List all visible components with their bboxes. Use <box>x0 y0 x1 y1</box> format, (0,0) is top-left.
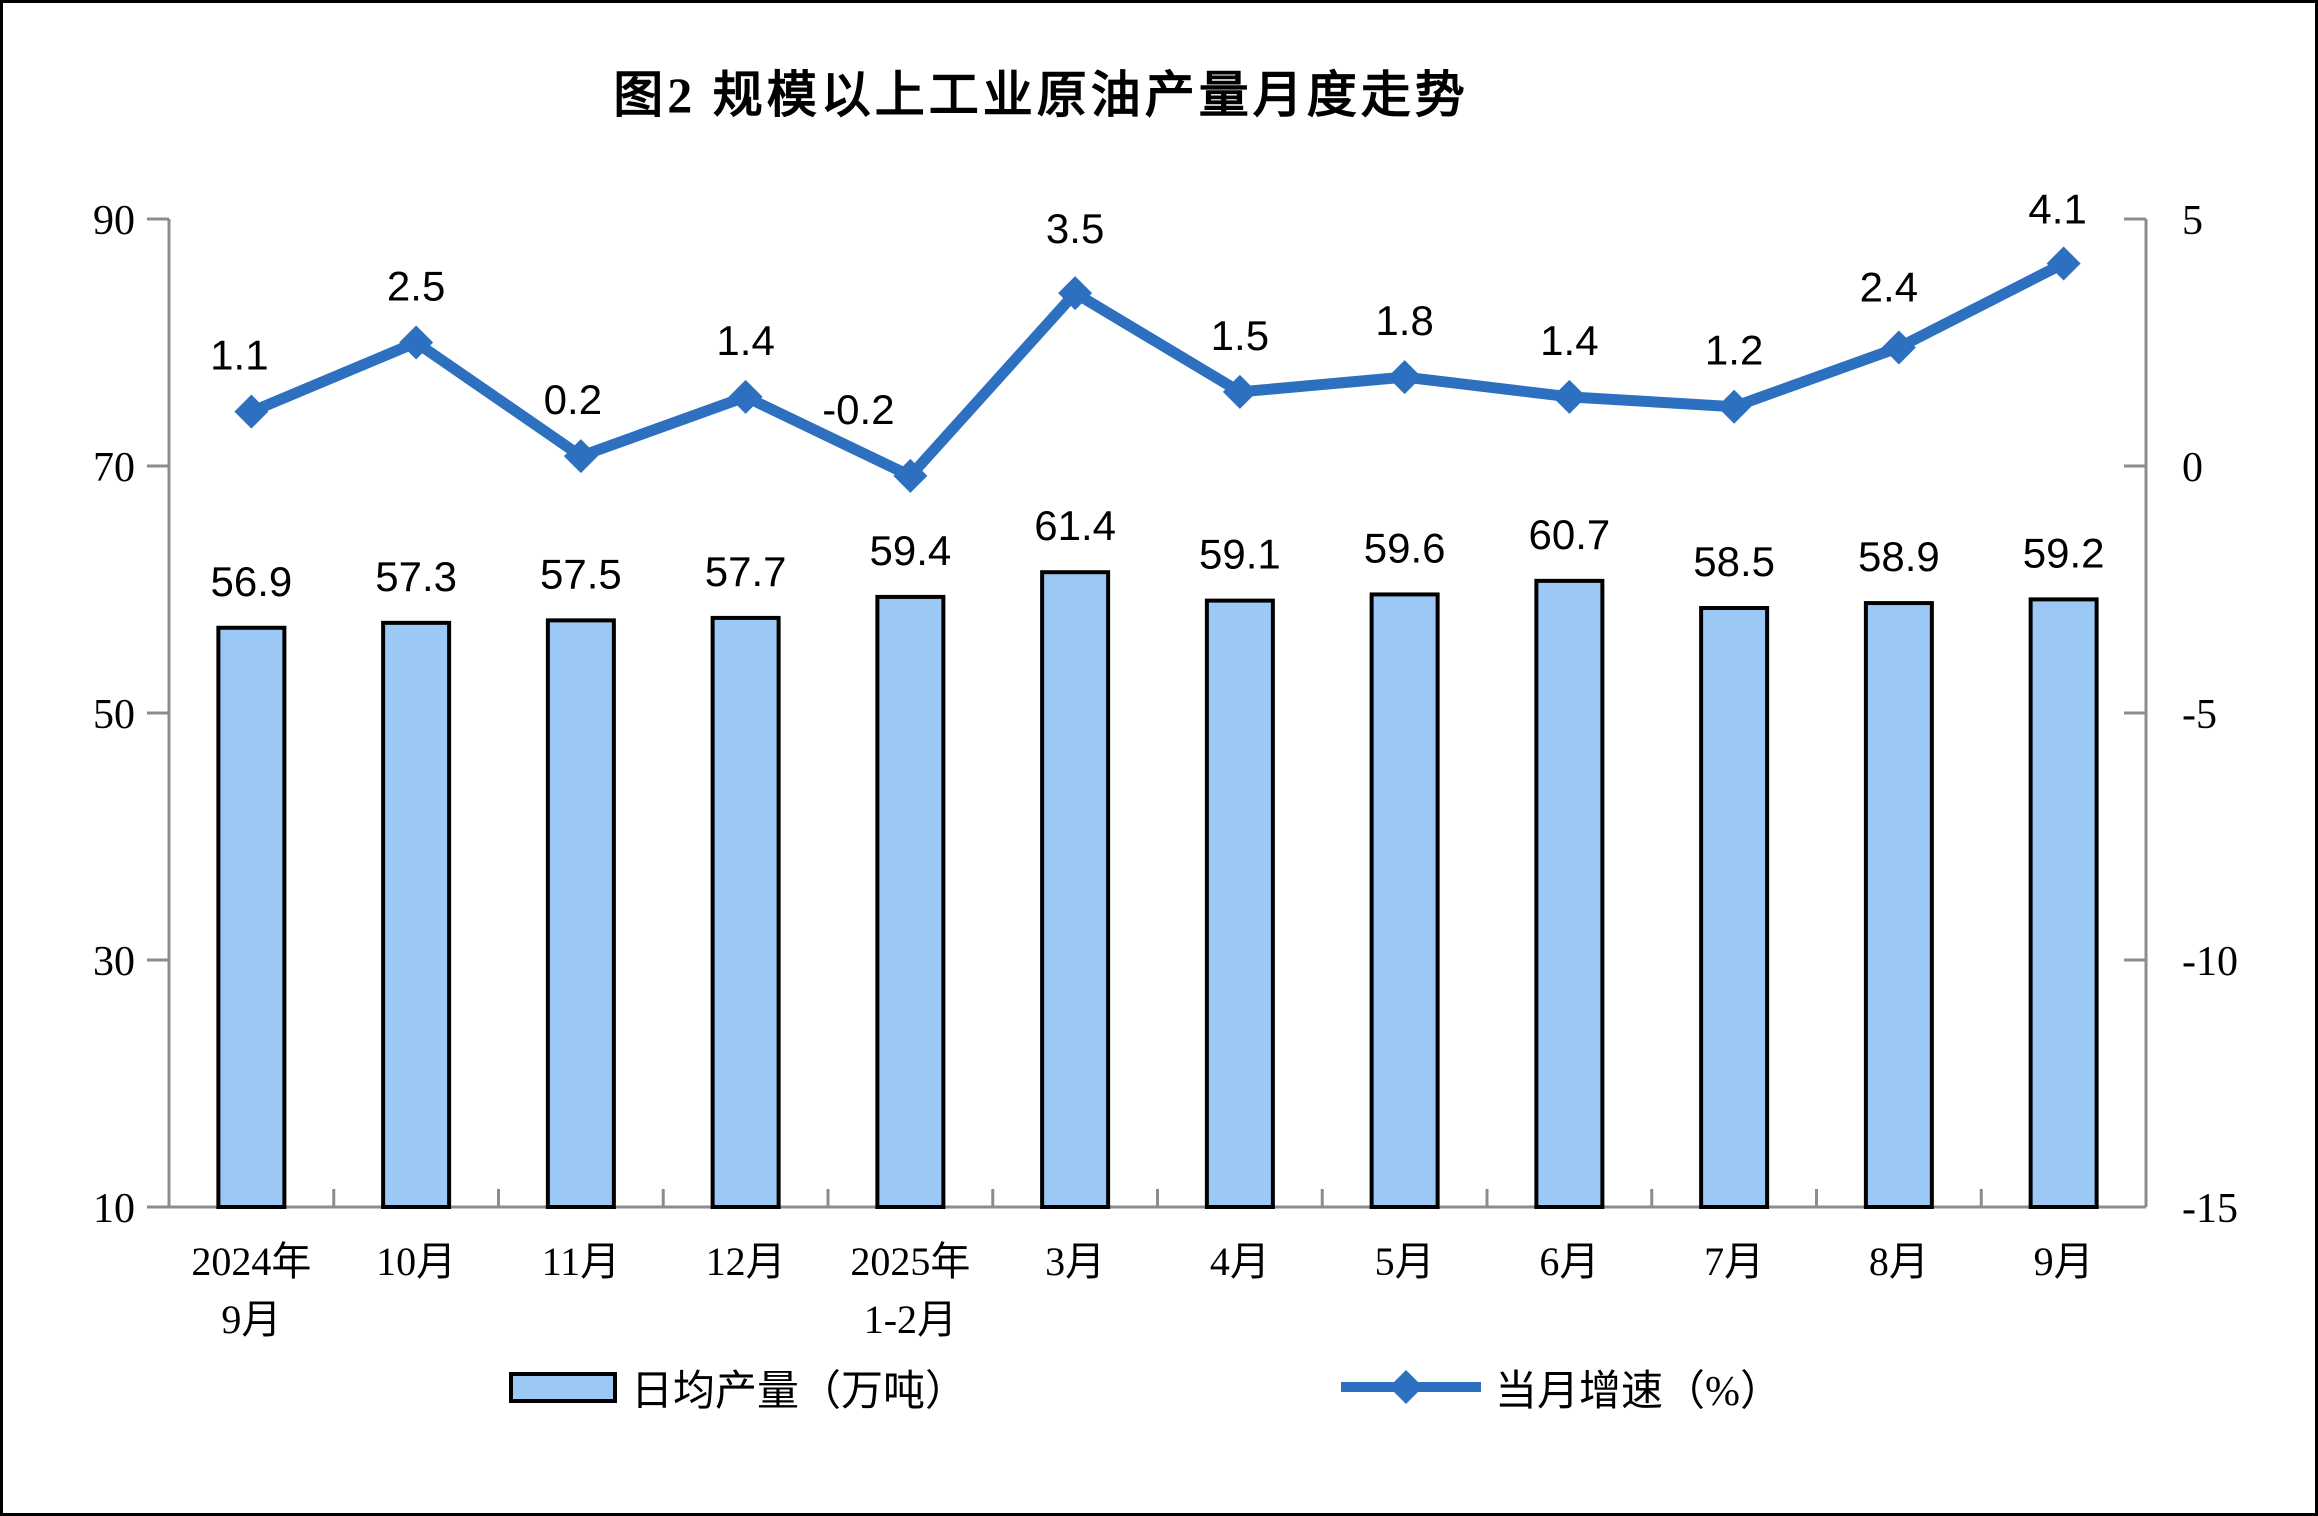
bar-2 <box>545 618 616 1209</box>
line-marker-1 <box>399 325 434 360</box>
line-marker-2 <box>563 439 598 474</box>
bar-1 <box>381 620 452 1209</box>
bar-0 <box>216 625 287 1209</box>
line-marker-4 <box>893 458 928 493</box>
line-marker-5 <box>1058 276 1093 311</box>
category-label-5: 3月 <box>1045 1239 1105 1284</box>
bar-label-7: 59.6 <box>1364 524 1446 571</box>
line-label-5: 3.5 <box>1046 205 1104 252</box>
bar-11 <box>2028 597 2099 1209</box>
line-label-3: 1.4 <box>716 317 774 364</box>
legend-line-label: 当月增速（%） <box>1495 1368 1782 1415</box>
line-label-8: 1.4 <box>1540 317 1598 364</box>
bar-label-10: 58.9 <box>1858 533 1940 580</box>
bar-label-9: 58.5 <box>1693 538 1775 585</box>
bar-label-3: 57.7 <box>705 548 787 595</box>
bar-swatch-icon <box>509 1371 617 1403</box>
plot-area: 10 30 50 70 90 -15 -10 -5 0 5 56.9 57.3 57.5 57.7 59.4… <box>93 185 2238 1342</box>
bar-5 <box>1040 570 1111 1209</box>
category-label-1: 10月 <box>376 1239 456 1284</box>
legend-bar-label: 日均产量（万吨） <box>631 1368 968 1415</box>
line-label-9: 1.2 <box>1705 327 1763 374</box>
left-tick-label-10: 10 <box>93 1186 135 1232</box>
category-label-4: 2025年 <box>850 1239 970 1284</box>
bar-7 <box>1369 592 1440 1209</box>
line-marker-9 <box>1717 389 1752 424</box>
bar-label-2: 57.5 <box>540 550 622 597</box>
bar-label-5: 61.4 <box>1034 502 1116 549</box>
category-label-4-line2: 1-2月 <box>864 1297 957 1342</box>
legend-item-line: 当月增速（%） <box>1341 1360 1782 1415</box>
category-label-11: 9月 <box>2034 1239 2094 1284</box>
left-tick-label-70: 70 <box>93 445 135 491</box>
right-tick-label--15: -15 <box>2182 1186 2238 1232</box>
line-label-4: -0.2 <box>822 386 894 433</box>
category-label-8: 6月 <box>1539 1239 1599 1284</box>
category-label-10: 8月 <box>1869 1239 1929 1284</box>
bar-3 <box>710 615 781 1209</box>
line-marker-11 <box>2046 246 2081 281</box>
right-tick-label--10: -10 <box>2182 939 2238 985</box>
left-tick-label-30: 30 <box>93 939 135 985</box>
bar-label-1: 57.3 <box>375 553 457 600</box>
right-tick-label-5: 5 <box>2182 198 2203 244</box>
line-marker-3 <box>728 379 763 414</box>
line-label-10: 2.4 <box>1860 263 1918 310</box>
legend-item-bar: 日均产量（万吨） <box>509 1360 967 1415</box>
bar-label-0: 56.9 <box>211 558 293 605</box>
category-label-3: 12月 <box>706 1239 786 1284</box>
category-label-0: 2024年 <box>191 1239 311 1284</box>
bar-label-6: 59.1 <box>1199 531 1281 578</box>
line-marker-10 <box>1881 330 1916 365</box>
line-swatch-icon <box>1341 1370 1481 1404</box>
line-label-0: 1.1 <box>210 332 268 379</box>
category-label-7: 5月 <box>1375 1239 1435 1284</box>
line-label-6: 1.5 <box>1211 312 1269 359</box>
right-tick-label--5: -5 <box>2182 692 2217 738</box>
line-marker-6 <box>1222 374 1257 409</box>
chart-title: 图2 规模以上工业原油产量月度走势 <box>613 67 1469 123</box>
line-label-1: 2.5 <box>387 263 445 310</box>
bar-8 <box>1534 578 1605 1209</box>
bar-4 <box>875 594 946 1209</box>
line-marker-0 <box>234 394 269 429</box>
category-label-2: 11月 <box>542 1239 621 1284</box>
line-label-11: 4.1 <box>2028 185 2086 232</box>
line-marker-7 <box>1387 360 1422 395</box>
bar-label-11: 59.2 <box>2023 529 2105 576</box>
bar-label-8: 60.7 <box>1529 511 1611 558</box>
bar-6 <box>1204 598 1275 1209</box>
line-label-2: 0.2 <box>544 376 602 423</box>
bar-9 <box>1699 606 1770 1209</box>
line-label-7: 1.8 <box>1375 297 1433 344</box>
bar-label-4: 59.4 <box>870 527 952 574</box>
bar-10 <box>1863 601 1934 1209</box>
category-label-9: 7月 <box>1704 1239 1764 1284</box>
left-tick-label-50: 50 <box>93 692 135 738</box>
line-series <box>245 257 2070 482</box>
line-marker-8 <box>1552 379 1587 414</box>
category-label-6: 4月 <box>1210 1239 1270 1284</box>
category-label-0-line2: 9月 <box>221 1297 281 1342</box>
left-tick-label-90: 90 <box>93 198 135 244</box>
right-tick-label-0: 0 <box>2182 445 2203 491</box>
